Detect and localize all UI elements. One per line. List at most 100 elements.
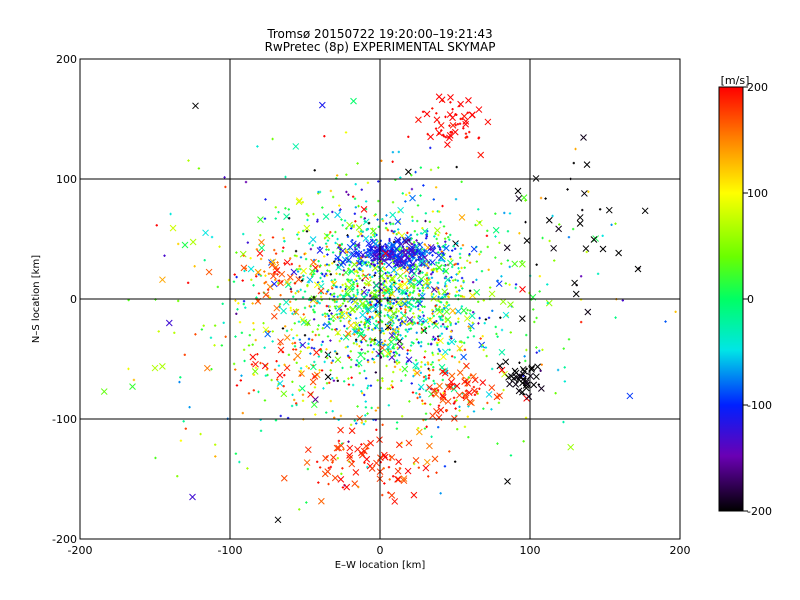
scatter-point <box>436 389 440 392</box>
scatter-point <box>468 312 476 320</box>
scatter-point <box>418 393 421 396</box>
scatter-point <box>341 366 344 370</box>
scatter-point <box>374 288 377 292</box>
scatter-point <box>250 278 253 282</box>
scatter-point <box>427 376 431 380</box>
scatter-point <box>471 321 474 325</box>
scatter-point <box>455 290 459 294</box>
scatter-point <box>390 266 398 274</box>
scatter-point <box>422 314 425 317</box>
scatter-point <box>459 294 462 298</box>
scatter-point <box>418 315 422 319</box>
scatter-point <box>305 212 309 216</box>
scatter-point <box>437 404 441 407</box>
scatter-point <box>447 303 451 307</box>
scatter-point <box>297 388 301 392</box>
scatter-point <box>361 391 364 395</box>
scatter-point <box>186 281 190 285</box>
scatter-point <box>382 266 386 270</box>
scatter-point <box>427 276 430 280</box>
scatter-point <box>382 329 385 332</box>
scatter-point <box>306 323 309 327</box>
scatter-point <box>463 348 467 352</box>
scatter-point <box>360 390 363 393</box>
scatter-point <box>381 493 384 497</box>
scatter-point <box>641 207 649 215</box>
scatter-point <box>461 244 465 247</box>
scatter-point <box>425 233 428 236</box>
scatter-point <box>410 341 414 344</box>
scatter-point <box>458 409 461 412</box>
scatter-point <box>423 243 426 246</box>
scatter-point <box>324 373 332 381</box>
scatter-point <box>349 305 357 313</box>
scatter-point <box>323 322 331 330</box>
scatter-point <box>465 135 469 139</box>
scatter-point <box>403 314 406 317</box>
scatter-point <box>387 309 390 313</box>
scatter-point <box>364 414 367 417</box>
scatter-point <box>327 288 330 292</box>
scatter-point <box>523 355 526 358</box>
scatter-point <box>314 333 317 337</box>
scatter-point <box>363 450 367 454</box>
scatter-point <box>376 218 379 221</box>
scatter-point <box>453 400 457 403</box>
scatter-point <box>360 234 364 238</box>
scatter-point <box>390 278 394 282</box>
scatter-point <box>344 285 348 289</box>
scatter-point <box>427 342 430 346</box>
scatter-point <box>514 283 518 286</box>
scatter-point <box>360 348 363 351</box>
scatter-point <box>411 391 415 394</box>
scatter-point <box>241 279 244 282</box>
scatter-point <box>448 238 451 241</box>
scatter-point <box>389 303 392 306</box>
scatter-point <box>385 261 393 269</box>
scatter-point <box>463 266 466 269</box>
scatter-point <box>357 365 361 368</box>
scatter-point <box>410 173 413 177</box>
scatter-point <box>387 316 395 324</box>
scatter-point <box>466 111 470 114</box>
scatter-point <box>267 330 270 333</box>
scatter-point <box>546 301 549 305</box>
scatter-point <box>405 286 409 290</box>
scatter-point <box>443 308 451 316</box>
scatter-point <box>281 350 284 354</box>
scatter-point <box>468 111 476 119</box>
scatter-point <box>439 392 447 399</box>
scatter-point <box>465 384 468 387</box>
scatter-point <box>442 267 446 271</box>
scatter-point <box>444 276 452 284</box>
scatter-point <box>431 338 434 341</box>
scatter-point <box>438 292 441 296</box>
scatter-point <box>209 336 213 339</box>
scatter-point <box>366 343 370 347</box>
scatter-point <box>335 272 338 275</box>
scatter-point <box>295 276 303 283</box>
scatter-point <box>426 384 433 391</box>
scatter-point <box>325 248 328 251</box>
scatter-point <box>369 265 372 269</box>
scatter-point <box>349 227 353 230</box>
scatter-point <box>446 132 454 139</box>
scatter-point <box>246 241 250 244</box>
scatter-point <box>330 328 334 331</box>
scatter-point <box>365 279 372 287</box>
scatter-point <box>424 212 428 215</box>
scatter-point <box>399 282 402 286</box>
scatter-point <box>436 335 440 338</box>
scatter-point <box>500 262 503 265</box>
scatter-point <box>129 383 136 390</box>
scatter-point <box>495 332 498 336</box>
scatter-point <box>426 286 429 290</box>
y-tick-label: -200 <box>52 533 77 546</box>
scatter-point <box>312 212 315 216</box>
scatter-point <box>339 414 343 418</box>
scatter-point <box>494 256 497 259</box>
scatter-point <box>447 295 450 299</box>
scatter-point <box>444 320 448 323</box>
scatter-point <box>291 342 294 345</box>
